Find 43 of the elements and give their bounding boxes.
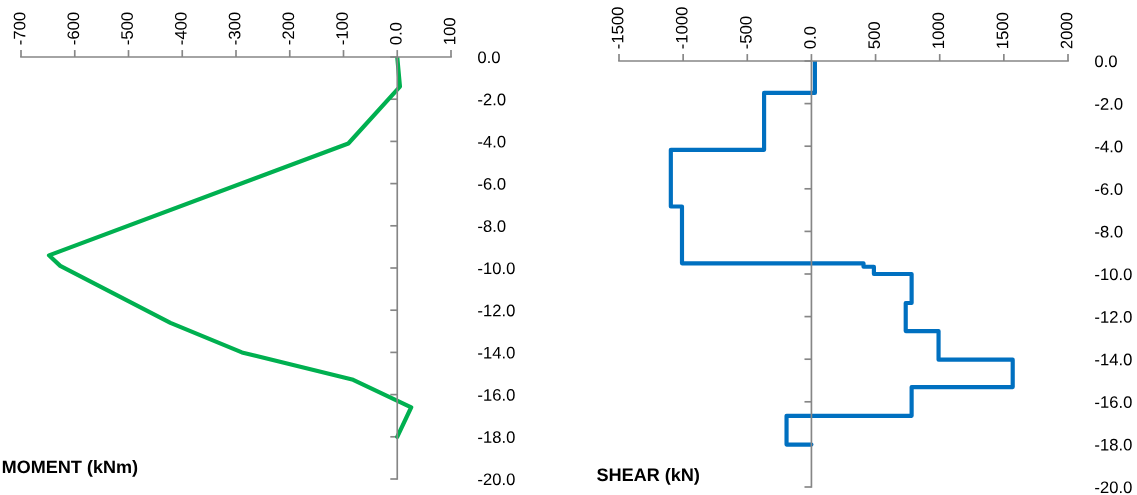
x-tick-label: -700 [13,12,26,45]
x-tick-label: 0.0 [389,22,402,45]
line-series [668,61,1015,447]
y-tick-label: -14.0 [478,346,515,359]
x-tick-label: -500 [739,16,752,49]
y-tick-label: -10.0 [478,262,515,275]
x-tick-label: -200 [282,12,295,45]
y-tick-label: -4.0 [478,135,506,148]
y-tick-label: -18.0 [1095,438,1132,451]
y-tick-label: -8.0 [478,220,506,232]
y-tick-label: -4.0 [1095,140,1123,153]
x-tick-label: 1000 [932,12,945,48]
y-tick-label: -16.0 [478,389,515,401]
y-tick-label: -12.0 [478,304,515,317]
x-tick-label: 0.0 [804,26,816,49]
x-tick-label: 2000 [1060,12,1073,49]
y-tick-label: -2.0 [478,93,506,106]
y-tick-label: -14.0 [1095,353,1132,366]
x-axis-title: SHEAR (kN) [597,467,699,485]
x-tick-label: -400 [174,12,187,45]
y-tick-label: -20.0 [478,473,515,486]
y-tick-label: 0.0 [1095,55,1117,68]
y-tick-label: 0.0 [478,51,500,64]
x-tick-label: 500 [868,22,881,49]
y-tick-label: -18.0 [478,431,515,443]
x-tick-label: -1000 [675,7,688,49]
y-tick-label: -6.0 [478,178,506,190]
y-tick-label: -16.0 [1095,396,1132,408]
y-tick-label: -10.0 [1095,268,1132,281]
x-tick-label: -600 [67,12,80,45]
y-tick-label: -6.0 [1095,183,1123,195]
x-tick-label: -1500 [611,7,624,49]
x-tick-label: -300 [228,12,241,45]
x-tick-label: -100 [336,12,348,45]
x-tick-label: 1500 [996,12,1009,48]
y-tick-label: -8.0 [1095,225,1123,238]
y-tick-label: -12.0 [1095,311,1132,323]
line-series [46,57,414,439]
x-axis-title: MOMENT (kNm) [2,460,138,477]
x-tick-label: 100 [443,18,456,44]
x-tick-label: -500 [121,12,133,45]
y-tick-label: -20.0 [1095,481,1132,494]
y-tick-label: -2.0 [1095,98,1123,110]
